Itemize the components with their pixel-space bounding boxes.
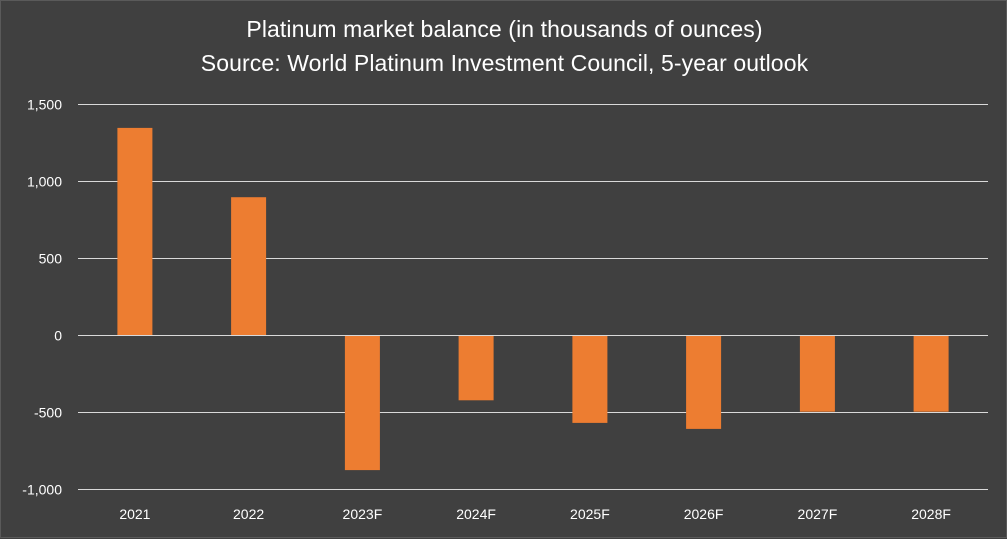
bar <box>686 335 722 429</box>
y-tick-label: 0 <box>54 328 62 344</box>
bar <box>572 335 608 423</box>
x-tick-label: 2021 <box>119 506 150 522</box>
x-tick-label: 2025F <box>570 506 610 522</box>
bar <box>344 335 380 471</box>
y-tick-label: -1,000 <box>22 482 62 498</box>
chart-title: Platinum market balance (in thousands of… <box>246 16 763 42</box>
x-tick-label: 2026F <box>684 506 724 522</box>
chart-subtitle: Source: World Platinum Investment Counci… <box>200 50 809 76</box>
y-tick-label: -500 <box>34 405 62 421</box>
y-tick-label: 500 <box>39 251 63 267</box>
bar <box>117 127 153 336</box>
x-tick-label: 2027F <box>798 506 838 522</box>
x-tick-label: 2028F <box>911 506 951 522</box>
bar <box>231 197 267 335</box>
bar <box>799 335 835 412</box>
bar <box>458 335 494 401</box>
x-tick-label: 2023F <box>343 506 383 522</box>
y-tick-label: 1,500 <box>27 97 62 113</box>
x-tick-label: 2024F <box>456 506 496 522</box>
bar <box>913 335 949 412</box>
x-tick-label: 2022 <box>233 506 264 522</box>
y-tick-label: 1,000 <box>27 174 62 190</box>
